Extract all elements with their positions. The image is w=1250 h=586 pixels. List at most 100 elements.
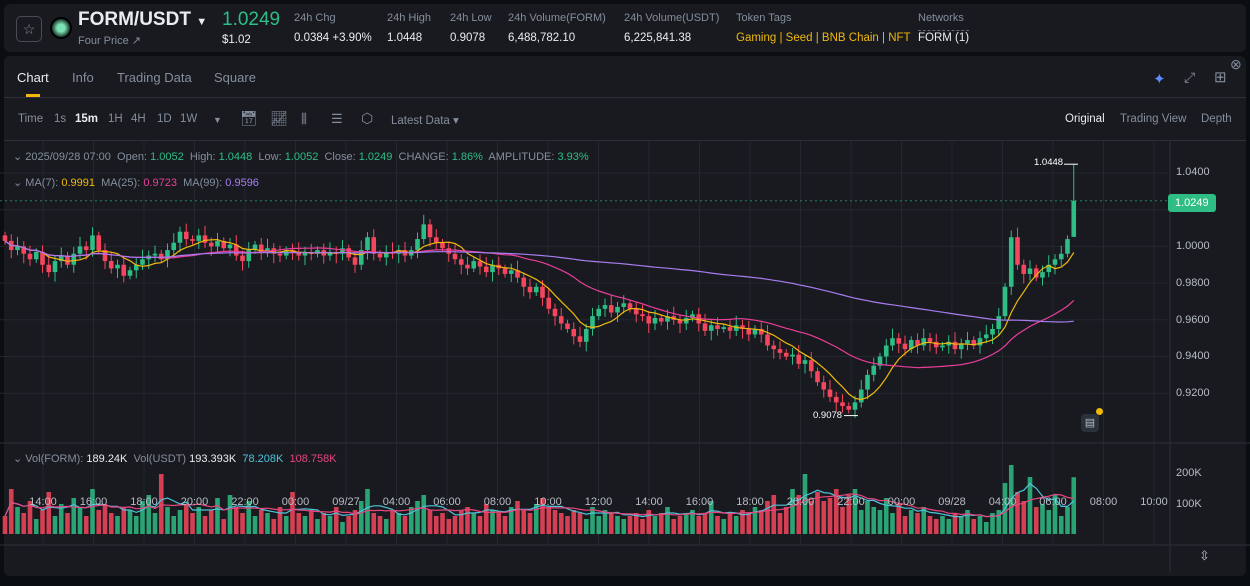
expand-icon[interactable]: ⤢ — [1184, 69, 1196, 85]
candle-body — [527, 286, 533, 293]
volume-bar — [283, 516, 289, 534]
volume-bar — [465, 507, 470, 534]
volume-bar — [440, 513, 445, 534]
price-tick: 1.0000 — [1176, 240, 1210, 252]
volume-bar — [215, 498, 220, 534]
tag-link[interactable]: Gaming — [736, 32, 777, 44]
volume-bar — [990, 513, 995, 534]
volume-bar — [996, 510, 1002, 534]
interval-15m[interactable]: 15m — [75, 113, 99, 125]
volume-bar — [702, 513, 708, 534]
indicators-icon[interactable]: ☰ — [331, 111, 343, 126]
collapse-chevron-icon[interactable]: ⌄ — [13, 177, 23, 189]
close-icon[interactable]: ⊗ — [1230, 56, 1242, 72]
interval-1d[interactable]: 1D — [157, 113, 172, 125]
pair-selector[interactable]: FORM/USDT ▼ — [78, 9, 207, 31]
candle-body — [1065, 239, 1070, 254]
candle-body — [933, 341, 939, 348]
volume-bar — [846, 495, 852, 534]
interval-1s[interactable]: 1s — [54, 113, 67, 125]
fit-vertical-icon[interactable]: ⇳ — [1199, 548, 1210, 563]
ai-sparkle-icon[interactable]: ✦ — [1153, 71, 1166, 88]
candle-body — [277, 253, 283, 256]
ma99-line — [4, 240, 1074, 323]
volume-bar — [515, 501, 520, 534]
favorite-star-icon[interactable]: ☆ — [16, 16, 42, 42]
volume-bar — [740, 510, 745, 534]
ohlc-legend: ⌄ 2025/09/28 07:00 Open: 1.0052 High: 1.… — [13, 151, 589, 163]
volume-bar — [765, 501, 770, 534]
volume-bar — [52, 516, 58, 534]
volume-bar — [927, 516, 933, 534]
time-tick: 12:00 — [584, 496, 613, 508]
volume-bar — [446, 519, 452, 534]
candle-body — [115, 264, 120, 269]
tab-chart[interactable]: Chart — [17, 70, 49, 85]
volume-bar — [896, 504, 902, 534]
volume-bar — [2, 516, 8, 534]
price-tick: 0.9200 — [1176, 387, 1210, 399]
volume-bar — [1046, 510, 1052, 534]
time-tick: 22:00 — [231, 496, 259, 508]
collapse-chevron-icon[interactable]: ⌄ — [13, 453, 23, 465]
candle-body — [965, 339, 970, 344]
candle-body — [533, 286, 539, 293]
view-trading-view[interactable]: Trading View — [1120, 113, 1187, 125]
time-tick: 09/28 — [938, 496, 966, 508]
volume-bar — [258, 510, 264, 534]
settings-hex-icon[interactable]: ⬡ — [361, 110, 374, 126]
divider — [4, 97, 1246, 98]
notes-icon[interactable]: ▤ — [1081, 414, 1099, 432]
tag-link[interactable]: NFT — [888, 32, 911, 44]
tag-link[interactable]: BNB Chain — [821, 32, 879, 44]
candle-body — [127, 270, 133, 276]
candle-body — [858, 389, 864, 403]
tab-trading-data[interactable]: Trading Data — [117, 70, 192, 85]
interval-4h[interactable]: 4H — [131, 113, 146, 125]
interval-1h[interactable]: 1H — [108, 113, 123, 125]
volume-bar — [21, 513, 27, 534]
candle-body — [208, 242, 214, 247]
volume-bar — [421, 495, 427, 534]
volume-bar — [358, 501, 364, 534]
candle-body — [665, 316, 670, 322]
volume-bar — [1021, 501, 1027, 534]
candle-body — [865, 374, 870, 390]
candle-body — [702, 323, 708, 331]
candle-body — [927, 338, 933, 342]
volume-bar — [977, 516, 983, 534]
layout-grid-icon[interactable]: ⊞ — [1214, 69, 1227, 86]
tab-info[interactable]: Info — [72, 70, 94, 85]
time-tick: 10:00 — [534, 496, 562, 508]
line-chart-icon[interactable]: 📈︎ — [270, 110, 288, 126]
candles-icon[interactable]: ⫼ — [301, 111, 307, 126]
networks-value[interactable]: FORM (1) — [918, 30, 970, 44]
divider — [4, 140, 1246, 141]
volume-bar — [1015, 492, 1020, 534]
latest-data-dropdown[interactable]: Latest Data ▾ — [391, 115, 459, 127]
volume-bar — [940, 516, 945, 534]
volume-bar — [165, 507, 170, 534]
candle-body — [65, 255, 70, 265]
candle-body — [58, 255, 64, 262]
candle-body — [377, 253, 383, 258]
time-tick: 00:00 — [281, 496, 310, 508]
volume-bar — [908, 510, 914, 534]
more-intervals-chevron-icon[interactable]: ▼ — [213, 115, 222, 125]
view-depth[interactable]: Depth — [1201, 113, 1232, 125]
tab-square[interactable]: Square — [214, 70, 256, 85]
calendar-icon[interactable]: 📅︎ — [240, 110, 258, 126]
volume-bar — [790, 489, 795, 534]
collapse-chevron-icon[interactable]: ⌄ — [13, 151, 23, 163]
interval-1w[interactable]: 1W — [180, 113, 198, 125]
candle-body — [240, 255, 245, 262]
volume-bar — [8, 489, 14, 534]
volume-bar — [140, 501, 145, 534]
view-original[interactable]: Original — [1065, 113, 1105, 125]
four-price-link[interactable]: Four Price ↗ — [78, 35, 142, 47]
candle-body — [790, 354, 795, 357]
candle-body — [371, 237, 377, 254]
tag-link[interactable]: Seed — [785, 32, 813, 44]
volume-bar — [915, 513, 920, 534]
